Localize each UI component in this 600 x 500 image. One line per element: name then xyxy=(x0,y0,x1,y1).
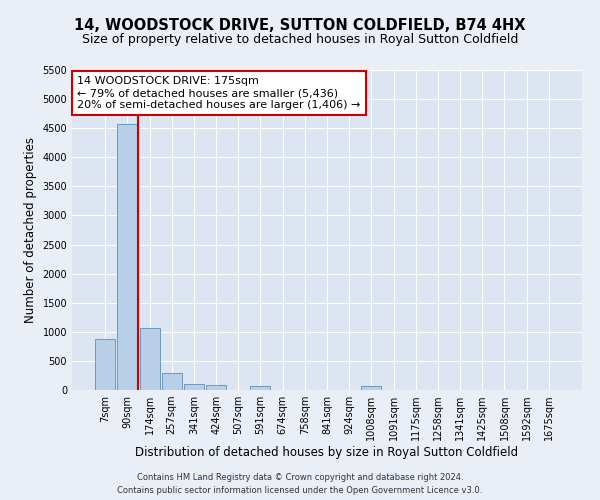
X-axis label: Distribution of detached houses by size in Royal Sutton Coldfield: Distribution of detached houses by size … xyxy=(136,446,518,459)
Text: 14, WOODSTOCK DRIVE, SUTTON COLDFIELD, B74 4HX: 14, WOODSTOCK DRIVE, SUTTON COLDFIELD, B… xyxy=(74,18,526,32)
Text: 14 WOODSTOCK DRIVE: 175sqm
← 79% of detached houses are smaller (5,436)
20% of s: 14 WOODSTOCK DRIVE: 175sqm ← 79% of deta… xyxy=(77,76,361,110)
Bar xyxy=(95,339,115,390)
Text: Size of property relative to detached houses in Royal Sutton Coldfield: Size of property relative to detached ho… xyxy=(82,32,518,46)
Bar xyxy=(140,328,160,390)
Bar xyxy=(184,384,204,390)
Y-axis label: Number of detached properties: Number of detached properties xyxy=(24,137,37,323)
Bar xyxy=(118,124,137,390)
Bar xyxy=(361,386,382,390)
Bar xyxy=(250,386,271,390)
Bar xyxy=(162,373,182,390)
Text: Contains HM Land Registry data © Crown copyright and database right 2024.
Contai: Contains HM Land Registry data © Crown c… xyxy=(118,474,482,495)
Bar xyxy=(206,386,226,390)
